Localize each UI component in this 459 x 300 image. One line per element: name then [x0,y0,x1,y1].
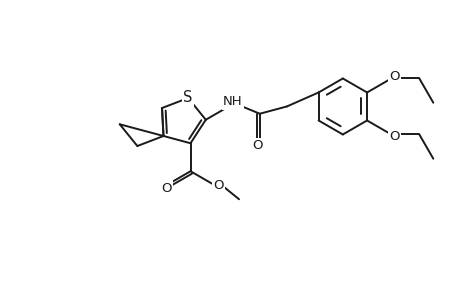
Text: NH: NH [223,95,242,108]
Text: S: S [183,91,192,106]
Text: O: O [388,70,399,83]
Text: O: O [213,179,224,192]
Text: O: O [252,139,263,152]
Text: O: O [161,182,171,195]
Text: O: O [388,130,399,143]
